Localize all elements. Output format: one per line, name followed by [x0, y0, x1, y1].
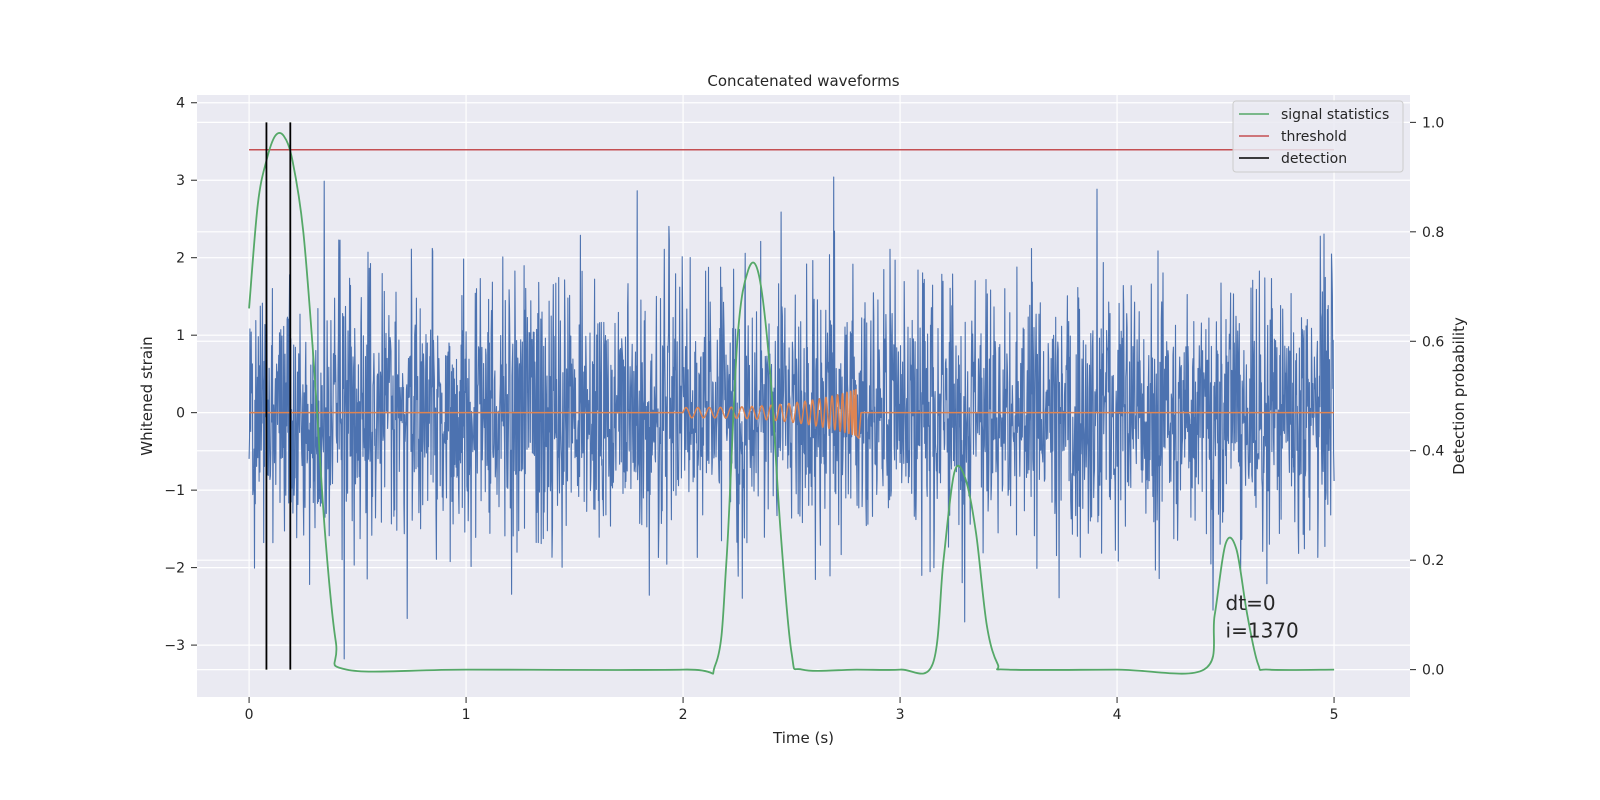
- x-tick-label: 3: [896, 707, 905, 723]
- annotation-index: i=1370: [1226, 618, 1299, 642]
- y-left-tick-label: 1: [176, 328, 185, 344]
- legend-label-threshold: threshold: [1281, 129, 1347, 145]
- x-tick-label: 0: [245, 707, 254, 723]
- noise-line: [248, 176, 1335, 660]
- axes: 0 1 2 3 4 5 −3 −2 −1 0 1 2 3 4 0.0 0.2 0.4 0.6 0.8 1.0: [164, 96, 1444, 723]
- legend-box: [1232, 100, 1404, 173]
- y-left-tick-label: 4: [176, 96, 185, 112]
- waveform-line: [249, 389, 1335, 439]
- y-left-tick-label: 2: [176, 251, 185, 267]
- y-right-tick-label: 0.8: [1422, 225, 1444, 241]
- y-right-tick-label: 0.4: [1422, 444, 1444, 460]
- legend: signal statistics threshold detection: [1232, 100, 1404, 173]
- y-left-tick-label: −1: [164, 483, 185, 499]
- y-left-tick-label: 0: [176, 406, 185, 422]
- x-tick-label: 1: [462, 707, 471, 723]
- y-axis-label-left: Whitened strain: [138, 336, 156, 455]
- series-layer: [248, 122, 1335, 675]
- y-right-tick-label: 1.0: [1422, 115, 1444, 131]
- annotation-dt: dt=0: [1226, 591, 1276, 615]
- y-left-tick-label: −3: [164, 638, 185, 654]
- x-axis-label: Time (s): [772, 729, 834, 747]
- noise-series: [248, 176, 1335, 660]
- y-right-tick-label: 0.6: [1422, 334, 1444, 350]
- x-tick-label: 5: [1330, 707, 1339, 723]
- chart-title: Concatenated waveforms: [707, 72, 899, 90]
- x-tick-label: 2: [679, 707, 688, 723]
- x-tick-label: 4: [1113, 707, 1122, 723]
- y-right-tick-label: 0.2: [1422, 553, 1444, 569]
- signal-statistics-line: [248, 132, 1335, 675]
- y-axis-label-right: Detection probability: [1450, 317, 1468, 475]
- y-left-tick-label: −2: [164, 561, 185, 577]
- legend-label-detection: detection: [1281, 151, 1347, 167]
- legend-label-signal-statistics: signal statistics: [1281, 107, 1389, 123]
- y-right-tick-label: 0.0: [1422, 663, 1444, 679]
- y-left-tick-label: 3: [176, 173, 185, 189]
